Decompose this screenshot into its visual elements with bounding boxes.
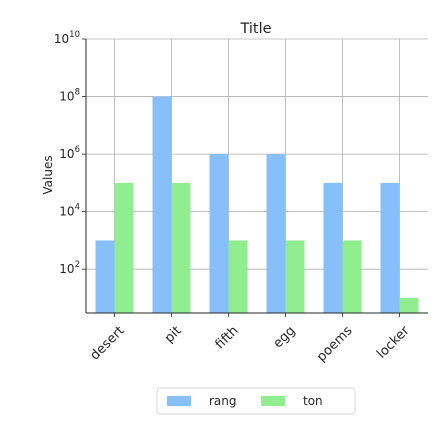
- bar-ton-egg: [285, 240, 305, 313]
- bar-ton-locker: [399, 297, 419, 313]
- bar-ton-fifth: [228, 240, 248, 313]
- bar-rang-pit: [152, 96, 172, 313]
- y-tick-label: 1010: [54, 30, 80, 46]
- bar-rang-desert: [95, 240, 115, 313]
- axes: [85, 39, 428, 314]
- legend-label-ton: ton: [303, 394, 323, 408]
- legend-swatch-rang: [167, 396, 191, 406]
- bars: [95, 96, 419, 313]
- bar-rang-poems: [323, 182, 343, 313]
- y-tick-label: 108: [59, 88, 80, 104]
- bar-rang-egg: [266, 154, 286, 313]
- y-tick-label: 104: [59, 203, 80, 219]
- x-tick-label-locker: locker: [374, 323, 413, 362]
- legend-swatch-ton: [261, 396, 285, 406]
- y-axis-label: Values: [41, 155, 55, 194]
- y-tick-label: 106: [59, 145, 80, 161]
- x-tick-label-egg: egg: [271, 323, 299, 351]
- chart-title: Title: [239, 21, 271, 37]
- bar-rang-locker: [380, 182, 400, 313]
- tick-labels: 102 104 106 108 1010 desert pit fifth egg poems lo…: [54, 30, 413, 365]
- bar-ton-pit: [171, 182, 191, 313]
- bar-ton-poems: [342, 240, 362, 313]
- legend-label-rang: rang: [209, 394, 237, 408]
- legend: rang ton: [156, 387, 356, 415]
- x-tick-label-desert: desert: [88, 323, 128, 363]
- bar-ton-desert: [114, 182, 134, 313]
- x-tick-label-pit: pit: [162, 323, 185, 346]
- x-tick-label-poems: poems: [314, 323, 356, 365]
- x-tick-label-fifth: fifth: [213, 323, 242, 352]
- grid-lines: [86, 38, 428, 313]
- legend-box: [156, 387, 356, 415]
- y-tick-label: 102: [59, 260, 80, 276]
- bar-rang-fifth: [209, 154, 229, 313]
